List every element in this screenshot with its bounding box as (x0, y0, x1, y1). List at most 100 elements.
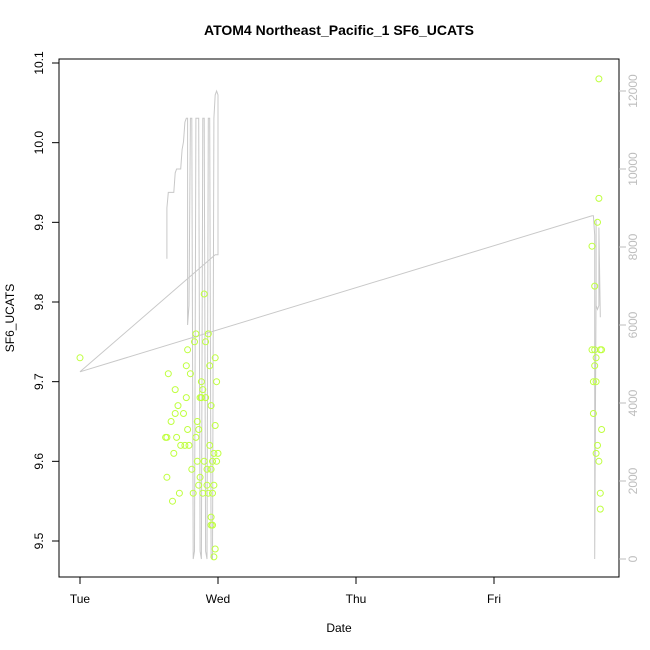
data-point (204, 489, 212, 497)
y2-tick-label: 0 (626, 555, 640, 562)
data-point (206, 362, 214, 370)
data-point (592, 354, 600, 362)
data-point (210, 481, 218, 489)
data-point (167, 418, 175, 425)
data-point (196, 473, 204, 481)
y2-tick-label: 2000 (626, 467, 640, 494)
data-point (588, 242, 596, 250)
y-tick-label: 9.7 (32, 373, 46, 390)
data-point (595, 194, 603, 202)
data-point (192, 433, 200, 441)
x-tick-label: Thu (346, 592, 367, 606)
plot-frame (58, 58, 620, 578)
x-tick-label: Tue (70, 592, 91, 606)
data-point (210, 449, 218, 457)
data-point (195, 426, 203, 433)
data-point (210, 553, 218, 561)
x-tick-label: Wed (206, 592, 230, 606)
data-point (184, 426, 192, 433)
y2-tick-label: 12000 (626, 74, 640, 108)
data-point (203, 481, 211, 489)
data-point (192, 330, 200, 338)
data-point (76, 354, 84, 362)
data-point (591, 362, 599, 370)
data-point (181, 441, 189, 449)
data-point (203, 465, 211, 473)
data-point (592, 449, 600, 457)
data-point (591, 282, 599, 290)
data-point (177, 441, 185, 449)
data-point (182, 362, 190, 370)
y-tick-label: 9.5 (32, 532, 46, 549)
data-point (211, 354, 219, 362)
data-point (186, 370, 194, 378)
data-point (595, 457, 603, 465)
chart-title: ATOM4 Northeast_Pacific_1 SF6_UCATS (204, 22, 474, 38)
data-point (207, 402, 215, 410)
altitude-line-layer (79, 89, 601, 560)
data-point (197, 394, 205, 402)
data-point (206, 441, 214, 449)
data-point (197, 378, 205, 386)
y-tick-label: 9.6 (32, 453, 46, 470)
y-tick-label: 10.1 (32, 51, 46, 75)
data-point (200, 457, 208, 465)
data-point (213, 457, 221, 465)
data-point (594, 441, 601, 449)
data-point (202, 338, 210, 346)
data-point (209, 489, 216, 497)
data-point (598, 426, 606, 433)
data-point (188, 465, 196, 473)
data-point (598, 346, 606, 354)
axes-layer: Tue Wed Thu Fri 9.5 9.6 9.7 9.8 9.9 10.0 10.1 0 2000… (32, 51, 640, 606)
data-point (171, 410, 179, 417)
data-point (211, 545, 219, 553)
data-point (200, 290, 208, 298)
data-point (163, 473, 171, 481)
points-layer (76, 75, 606, 561)
data-point (199, 386, 207, 394)
data-point (169, 497, 176, 505)
y2-tick-label: 6000 (626, 311, 640, 338)
data-point (211, 422, 219, 429)
y-tick-label: 10.0 (32, 131, 46, 155)
data-point (207, 465, 215, 473)
data-point (163, 433, 171, 441)
data-point (193, 457, 201, 465)
data-point (213, 378, 221, 386)
data-point (185, 441, 193, 449)
altitude-line (79, 89, 601, 560)
y2-tick-label: 4000 (626, 389, 640, 416)
data-point (182, 394, 190, 402)
data-point (589, 378, 597, 386)
data-point (592, 378, 600, 386)
data-point (204, 330, 212, 338)
data-point (594, 218, 601, 226)
data-point (588, 346, 596, 354)
data-point (189, 489, 197, 497)
data-point (195, 481, 203, 489)
data-point (175, 489, 183, 497)
data-point (209, 521, 216, 529)
data-point (193, 418, 201, 425)
y-tick-label: 9.8 (32, 293, 46, 310)
data-point (595, 75, 603, 83)
x-tick-label: Fri (487, 592, 501, 606)
y2-tick-label: 8000 (626, 233, 640, 260)
data-point (171, 386, 179, 394)
data-point (596, 489, 604, 497)
data-point (170, 449, 178, 457)
data-point (184, 346, 192, 354)
data-point (596, 505, 604, 513)
data-point (202, 394, 210, 402)
data-point (174, 402, 182, 410)
data-point (173, 433, 181, 441)
data-point (164, 370, 172, 378)
data-point (180, 410, 187, 417)
data-point (191, 338, 198, 346)
y-tick-label: 9.9 (32, 214, 46, 231)
y2-tick-label: 10000 (626, 152, 640, 186)
data-point (209, 457, 216, 465)
